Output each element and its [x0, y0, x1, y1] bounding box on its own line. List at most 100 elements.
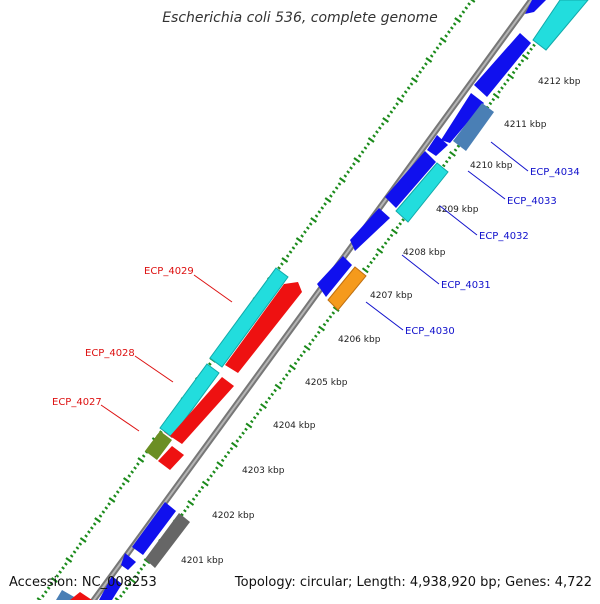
gene-feature[interactable]: [474, 33, 531, 97]
gene-feature[interactable]: [145, 431, 172, 460]
scale-tick: [92, 522, 97, 526]
scale-tick: [349, 166, 353, 170]
gene-feature[interactable]: [145, 513, 190, 568]
scale-tick: [447, 30, 451, 34]
label-leader-line: [193, 274, 233, 303]
scale-tick: [129, 577, 136, 584]
scale-tick: [514, 66, 519, 71]
gene-feature[interactable]: [209, 267, 289, 368]
gene-feature[interactable]: [395, 162, 449, 223]
scale-label: 4207 kbp: [370, 291, 413, 301]
scale-tick: [136, 462, 140, 466]
scale-tick: [386, 114, 391, 118]
scale-tick: [282, 377, 286, 381]
gene-feature[interactable]: [317, 256, 352, 297]
scale-tick: [65, 557, 73, 563]
scale-tick: [395, 225, 400, 230]
scale-tick: [488, 101, 493, 106]
scale-tick: [316, 330, 321, 335]
scale-tick: [491, 97, 496, 102]
forward-strand-features: [56, 267, 302, 600]
scale-tick: [318, 325, 325, 332]
scale-tick: [216, 461, 224, 468]
gene-feature[interactable]: [327, 266, 367, 311]
scale-tick: [398, 222, 402, 226]
scale-tick: [87, 530, 91, 534]
scale-tick: [456, 144, 461, 148]
gene-feature[interactable]: [121, 553, 136, 570]
gene-label-ecp-4029[interactable]: ECP_4029: [144, 266, 194, 277]
gene-feature[interactable]: [70, 592, 92, 600]
scale-tick: [439, 37, 447, 43]
gene-label-ecp-4032[interactable]: ECP_4032: [479, 231, 529, 242]
scale-tick: [449, 151, 456, 157]
gene-feature[interactable]: [132, 502, 176, 555]
scale-tick: [122, 590, 126, 594]
scale-tick: [58, 570, 62, 574]
gene-feature[interactable]: [99, 576, 122, 600]
gene-feature[interactable]: [441, 93, 484, 143]
scale-tick: [231, 441, 238, 448]
gene-feature[interactable]: [532, 0, 589, 51]
scale-tick: [331, 311, 336, 315]
gene-label-ecp-4028[interactable]: ECP_4028: [85, 348, 135, 359]
scale-tick: [252, 415, 257, 420]
gene-feature[interactable]: [453, 103, 494, 151]
gene-label-ecp-4027[interactable]: ECP_4027: [52, 397, 102, 408]
gene-label-ecp-4034[interactable]: ECP_4034: [530, 167, 580, 178]
scale-tick: [401, 94, 405, 98]
gene-label-ecp-4033[interactable]: ECP_4033: [507, 196, 557, 207]
gene-feature[interactable]: [56, 590, 76, 600]
scale-label: 4211 kbp: [504, 120, 547, 130]
gene-feature[interactable]: [158, 446, 184, 470]
scale-tick: [306, 226, 310, 230]
gene-label-ecp-4031[interactable]: ECP_4031: [441, 280, 491, 291]
scale-tick: [194, 493, 199, 498]
gene-feature[interactable]: [225, 282, 302, 373]
scale-tick: [235, 439, 240, 443]
scale-tick: [143, 558, 151, 565]
scale-tick: [191, 497, 196, 501]
scale-tick: [200, 485, 205, 490]
gene-feature[interactable]: [385, 151, 436, 208]
gene-feature[interactable]: [525, 0, 546, 14]
scale-tick: [391, 228, 398, 235]
scale-tick: [520, 59, 525, 63]
scale-tick: [444, 160, 449, 164]
scale-tick: [506, 78, 510, 82]
scale-tick: [201, 480, 209, 487]
scale-tick: [124, 586, 129, 591]
scale-tick: [101, 510, 106, 514]
scale-tick: [409, 82, 414, 86]
scale-tick: [320, 206, 325, 210]
gene-feature[interactable]: [170, 377, 234, 444]
scale-tick: [273, 388, 277, 393]
scale-tick: [241, 431, 245, 435]
scale-tick: [308, 222, 313, 226]
scale-tick: [511, 70, 516, 75]
scale-tick: [323, 202, 327, 206]
scale-tick: [372, 256, 376, 261]
scale-tick: [378, 126, 382, 130]
gene-feature[interactable]: [427, 135, 448, 156]
scale-tick: [429, 54, 434, 58]
scale-tick: [352, 162, 356, 166]
scale-tick: [270, 392, 274, 397]
scale-tick: [79, 537, 87, 543]
scale-tick: [250, 419, 254, 424]
scale-tick: [303, 344, 311, 351]
scale-tick: [311, 338, 315, 342]
scale-tick: [380, 245, 385, 249]
scale-tick: [346, 170, 350, 174]
scale-tick: [267, 396, 272, 401]
scale-tick: [130, 470, 134, 474]
scale-label: 4205 kbp: [305, 378, 348, 388]
gene-label-ecp-4030[interactable]: ECP_4030: [405, 326, 455, 337]
scale-tick: [369, 260, 373, 265]
scale-tick: [75, 546, 80, 550]
scale-tick: [517, 62, 522, 67]
scale-tick: [281, 257, 289, 263]
gene-feature[interactable]: [350, 208, 390, 251]
scale-tick: [454, 17, 461, 23]
